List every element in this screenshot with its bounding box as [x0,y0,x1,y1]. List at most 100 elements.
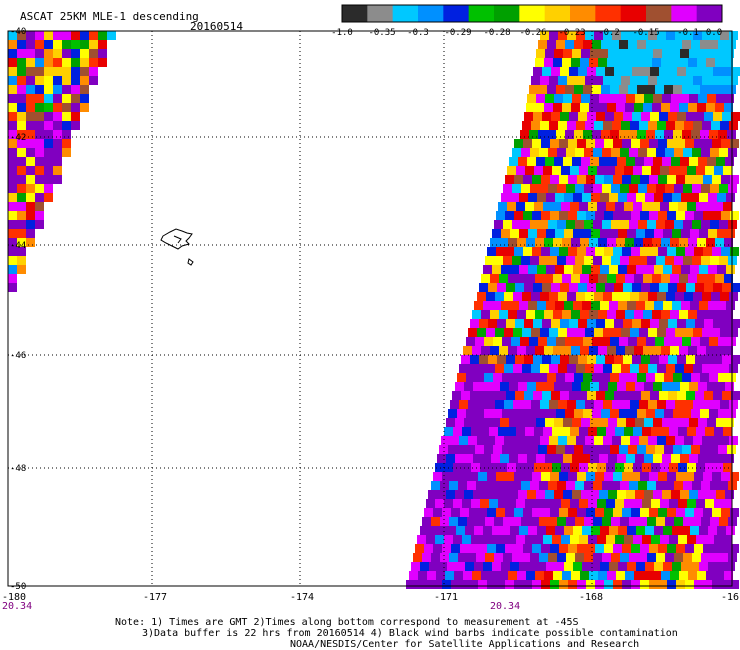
swath-cell [669,202,678,211]
swath-cell [581,382,590,391]
swath-cell [719,256,728,265]
swath-cell [451,508,460,517]
swath-cell [688,571,697,580]
swath-cell [500,490,509,499]
swath-cell [625,310,634,319]
swath-cell [537,301,546,310]
swath-cell [522,364,531,373]
lat-label: -40 [10,27,26,37]
swath-cell [531,292,540,301]
swath-cell [494,553,503,562]
swath-cell [668,391,677,400]
swath-cell [673,409,682,418]
swath-cell [692,184,701,193]
swath-cell [62,85,71,94]
swath-cell [697,103,706,112]
swath-cell [722,319,731,328]
swath-cell [634,346,643,355]
swath-cell [548,184,557,193]
swath-cell [661,103,670,112]
swath-cell [475,373,484,382]
swath-cell [687,166,696,175]
swath-cell [592,85,601,94]
swath-cell [619,85,628,94]
swath-cell [724,58,733,67]
swath-cell [35,49,44,58]
swath-cell [621,400,630,409]
swath-cell [8,85,17,94]
swath-cell [655,85,664,94]
swath-cell [603,292,612,301]
swath-cell [624,427,633,436]
colorbar-swatch [519,5,546,22]
swath-cell [576,76,585,85]
swath-cell [721,544,730,553]
swath-cell [538,85,547,94]
swath-cell [675,121,684,130]
swath-cell [495,364,504,373]
swath-cell [471,535,480,544]
swath-cell [35,157,44,166]
swath-cell [634,310,643,319]
swath-cell [589,103,598,112]
swath-cell [488,391,497,400]
swath-cell [711,400,720,409]
swath-cell [699,265,708,274]
swath-cell [460,580,469,589]
swath-cell [694,211,703,220]
swath-cell [688,346,697,355]
swath-cell [580,571,589,580]
swath-cell [627,562,636,571]
swath-cell [652,58,661,67]
swath-cell [53,103,62,112]
swath-cell [550,544,559,553]
swath-cell [80,49,89,58]
swath-cell [564,265,573,274]
swath-cell [512,184,521,193]
swath-cell [657,436,666,445]
swath-cell [647,481,656,490]
swath-cell [687,499,696,508]
swath-cell [593,481,602,490]
swath-cell [641,319,650,328]
swath-cell [538,40,547,49]
swath-cell [686,67,695,76]
swath-cell [453,463,462,472]
swath-cell [17,220,26,229]
swath-cell [17,112,26,121]
swath-cell [26,130,35,139]
swath-cell [8,31,17,40]
swath-cell [623,319,632,328]
swath-cell [520,373,529,382]
swath-cell [577,508,586,517]
swath-cell [561,499,570,508]
swath-cell [720,436,729,445]
swath-cell [715,571,724,580]
swath-cell [571,274,580,283]
swath-cell [666,328,675,337]
swath-cell [559,580,568,589]
swath-cell [568,580,577,589]
swath-cell [53,76,62,85]
swath-cell [666,292,675,301]
swath-cell [532,175,541,184]
swath-cell [670,274,679,283]
swath-cell [522,400,531,409]
swath-cell [528,301,537,310]
swath-cell [693,436,702,445]
swath-cell [519,526,528,535]
swath-cell [17,31,26,40]
swath-cell [553,346,562,355]
swath-cell [35,166,44,175]
swath-cell [579,535,588,544]
swath-cell [494,220,503,229]
swath-cell [663,562,672,571]
swath-cell [669,427,678,436]
swath-cell [549,400,558,409]
swath-cell [509,490,518,499]
swath-cell [667,175,676,184]
swath-cell [576,328,585,337]
swath-cell [71,76,80,85]
swath-cell [723,427,732,436]
swath-cell [615,202,624,211]
